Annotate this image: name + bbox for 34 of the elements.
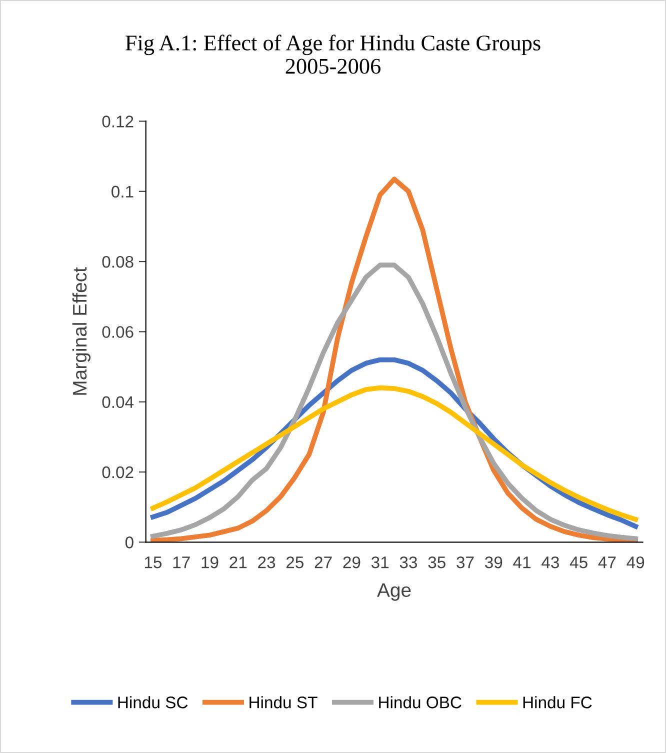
y-tick-label: 0	[125, 536, 134, 548]
x-tick-label: 23	[258, 556, 276, 568]
x-tick-label: 49	[626, 556, 644, 568]
x-tick-label: 25	[286, 556, 304, 568]
y-tick-label: 0.08	[102, 256, 134, 268]
y-tick-label: 0.06	[102, 326, 134, 338]
x-tick-label: 29	[343, 556, 360, 568]
chart-title: Fig A.1: Effect of Age for Hindu Caste Groups 2005-2006	[126, 34, 540, 74]
y-tick-label: 0.04	[102, 396, 134, 408]
x-tick-label: 19	[202, 556, 218, 568]
x-tick-label: 39	[485, 556, 502, 568]
legend-label: Hindu OBC	[379, 696, 462, 708]
y-axis-title: Marginal Effect	[72, 267, 90, 395]
x-tick-label: 17	[173, 556, 190, 568]
x-tick-label: 45	[570, 556, 588, 568]
y-tick-label: 0.12	[102, 116, 134, 128]
x-tick-label: 27	[314, 556, 332, 568]
line-series	[150, 262, 638, 542]
x-tick-label: 43	[542, 556, 559, 568]
legend-label: Hindu SC	[118, 696, 188, 708]
x-tick-label: 33	[400, 556, 418, 568]
line-series	[150, 385, 638, 522]
x-tick-label: 31	[371, 556, 389, 568]
y-tick-label: 0.02	[102, 466, 134, 478]
x-tick-label: 35	[428, 556, 446, 568]
x-tick-label: 47	[598, 556, 616, 568]
y-tick-label: 0.1	[112, 186, 134, 198]
x-axis-title: Age	[377, 583, 411, 601]
x-tick-label: 15	[144, 556, 162, 568]
x-tick-label: 37	[456, 556, 474, 568]
x-tick-label: 41	[513, 556, 530, 568]
legend-label: Hindu ST	[250, 696, 318, 708]
legend-label: Hindu FC	[523, 696, 592, 708]
x-tick-label: 21	[230, 556, 247, 568]
